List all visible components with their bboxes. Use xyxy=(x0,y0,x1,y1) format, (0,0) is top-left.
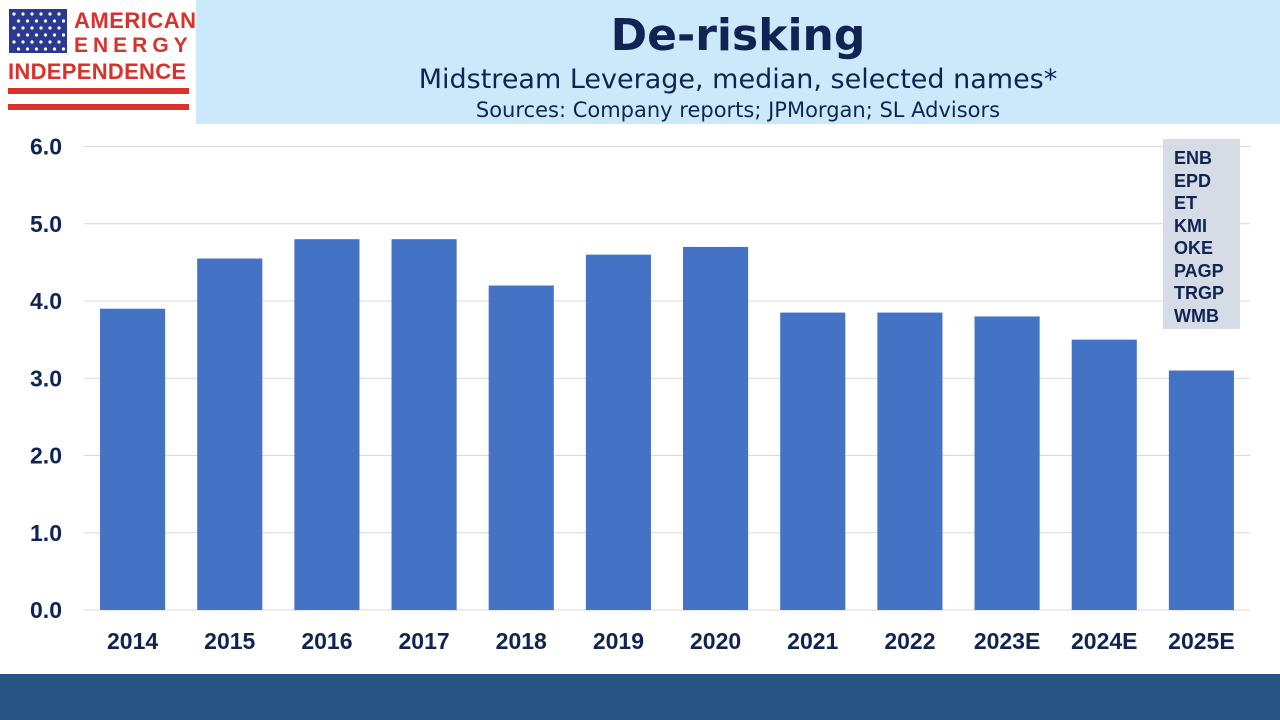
bar-2017 xyxy=(391,239,457,610)
company-item: WMB xyxy=(1174,305,1219,326)
bar-chart: 0.0 1.0 2.0 3.0 4.0 5.0 6.0 2014 2015 2016 2017 201… xyxy=(30,134,1250,654)
x-tick-label: 2020 xyxy=(690,628,741,654)
bar-2014 xyxy=(100,308,166,610)
company-item: ENB xyxy=(1174,148,1213,168)
bar-2015 xyxy=(197,258,263,610)
company-item: TRGP xyxy=(1174,283,1225,303)
x-tick-label: 2021 xyxy=(787,628,838,654)
y-tick-label: 4.0 xyxy=(30,288,62,314)
footer-bar xyxy=(0,674,1280,720)
bar-2021 xyxy=(780,312,846,610)
bar-2018 xyxy=(488,285,554,610)
x-tick-label: 2022 xyxy=(884,628,935,654)
x-tick-label: 2014 xyxy=(107,628,158,654)
x-tick-label: 2018 xyxy=(496,628,547,654)
header-banner: De-risking Midstream Leverage, median, s… xyxy=(196,0,1280,124)
y-tick-label: 0.0 xyxy=(30,597,62,623)
bar-2025E xyxy=(1168,370,1234,610)
company-item: ET xyxy=(1174,193,1198,213)
company-item: PAGP xyxy=(1174,260,1224,281)
x-tick-label: 2025E xyxy=(1168,628,1235,654)
bar-2024E xyxy=(1071,339,1137,610)
page-subtitle: Midstream Leverage, median, selected nam… xyxy=(418,64,1058,95)
company-item: KMI xyxy=(1174,215,1207,236)
x-tick-label: 2024E xyxy=(1071,628,1138,654)
bar-2023E xyxy=(974,316,1040,610)
y-tick-label: 6.0 xyxy=(30,134,62,160)
y-tick-label: 5.0 xyxy=(30,211,62,237)
y-tick-label: 1.0 xyxy=(30,520,62,546)
x-tick-label: 2019 xyxy=(593,628,644,654)
logo-stripe xyxy=(8,104,189,110)
x-tick-label: 2023E xyxy=(974,628,1041,654)
company-list-box: ENB EPD ET KMI OKE PAGP TRGP WMB xyxy=(1163,139,1240,329)
y-tick-label: 2.0 xyxy=(30,443,62,469)
bar-2022 xyxy=(877,312,943,610)
logo-stripe xyxy=(8,88,189,94)
logo-line-3: INDEPENDENCE xyxy=(8,59,187,84)
logo-line-1: AMERICAN xyxy=(74,8,197,33)
page-title: De-risking xyxy=(610,10,866,61)
x-tick-label: 2016 xyxy=(301,628,352,654)
x-tick-label: 2017 xyxy=(398,628,449,654)
sources-note: Sources: Company reports; JPMorgan; SL A… xyxy=(475,98,1001,122)
bar-2019 xyxy=(585,254,651,610)
logo: AMERICAN ENERGY INDEPENDENCE xyxy=(0,0,196,124)
logo-line-2: ENERGY xyxy=(74,34,193,57)
company-item: OKE xyxy=(1174,238,1214,258)
us-flag-icon xyxy=(9,9,67,53)
bar-2020 xyxy=(683,246,749,611)
y-tick-label: 3.0 xyxy=(30,365,62,391)
company-item: EPD xyxy=(1174,170,1212,191)
bar-2016 xyxy=(294,239,360,610)
x-tick-label: 2015 xyxy=(204,628,255,654)
